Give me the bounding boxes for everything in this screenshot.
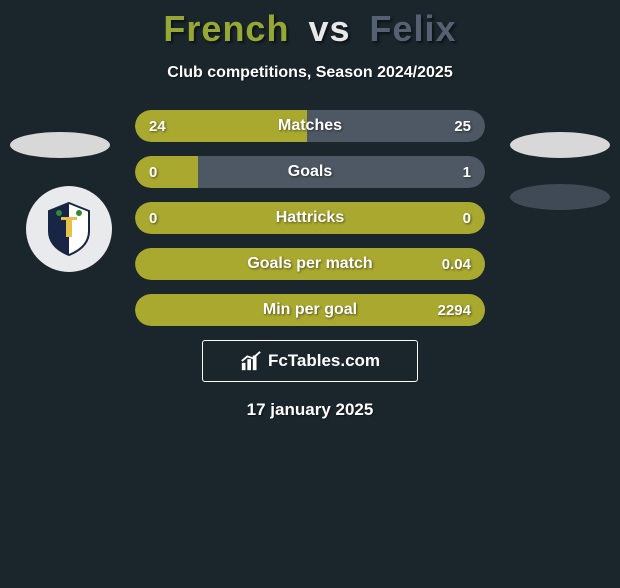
brand-text: FcTables.com bbox=[268, 351, 380, 371]
stat-label: Hattricks bbox=[135, 202, 485, 234]
stat-bars-container: Matches2425Goals01Hattricks00Goals per m… bbox=[0, 110, 620, 326]
chart-icon bbox=[240, 350, 262, 372]
comparison-title: French vs Felix bbox=[0, 8, 620, 50]
stat-label: Matches bbox=[135, 110, 485, 142]
stat-value-right: 0 bbox=[463, 202, 471, 234]
stat-bar-row: Goals0 1 bbox=[135, 156, 485, 188]
stat-bar-row: Hattricks0 0 bbox=[135, 202, 485, 234]
stat-value-right: 25 bbox=[454, 110, 471, 142]
stat-label: Goals bbox=[135, 156, 485, 188]
stat-bar-row: Min per goal2294 bbox=[135, 294, 485, 326]
player2-name: Felix bbox=[370, 8, 457, 49]
snapshot-date: 17 january 2025 bbox=[0, 400, 620, 420]
stat-label: Goals per match bbox=[135, 248, 485, 280]
stat-value-right: 2294 bbox=[438, 294, 471, 326]
title-vs: vs bbox=[308, 8, 350, 49]
stat-label: Min per goal bbox=[135, 294, 485, 326]
stat-value-right: 0.04 bbox=[442, 248, 471, 280]
stat-bar-row: Matches24 25 bbox=[135, 110, 485, 142]
stat-value-left: 24 bbox=[149, 110, 166, 142]
stat-value-right: 1 bbox=[463, 156, 471, 188]
season-subtitle: Club competitions, Season 2024/2025 bbox=[0, 64, 620, 82]
player1-name: French bbox=[163, 8, 289, 49]
brand-badge[interactable]: FcTables.com bbox=[202, 340, 418, 382]
stat-value-left: 0 bbox=[149, 156, 157, 188]
stat-value-left: 0 bbox=[149, 202, 157, 234]
stat-bar-row: Goals per match0.04 bbox=[135, 248, 485, 280]
